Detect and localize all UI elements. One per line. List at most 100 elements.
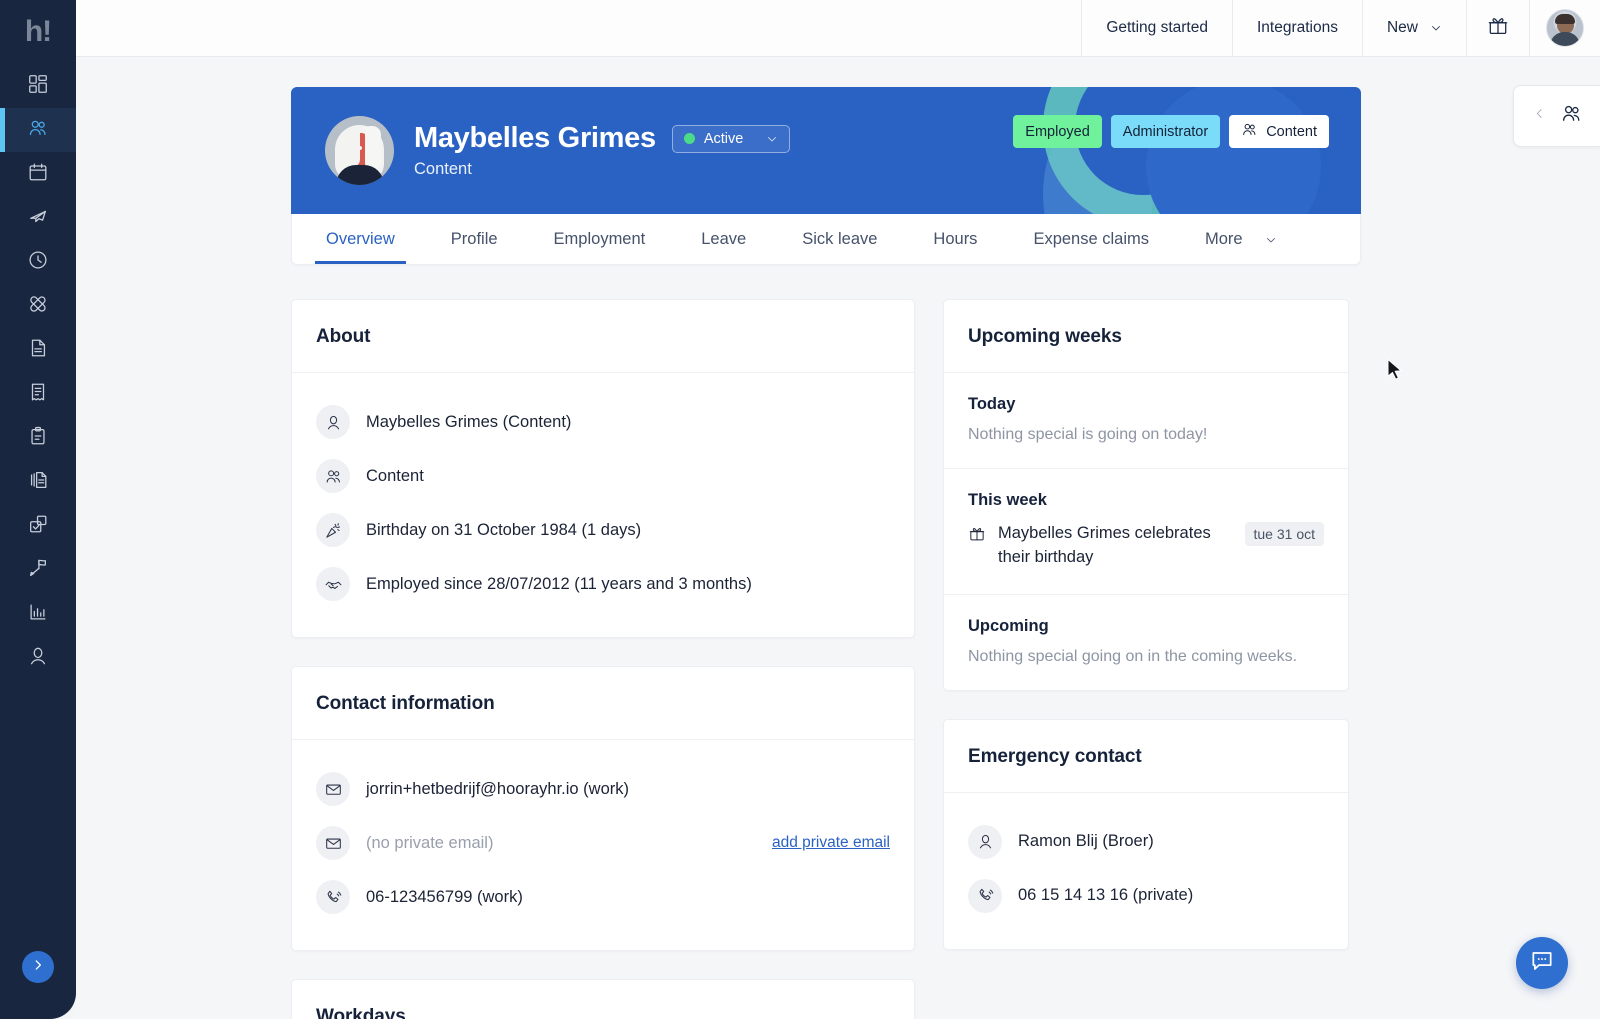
list-item: Maybelles Grimes (Content) [316, 395, 890, 449]
birthday-event-item[interactable]: Maybelles Grimes celebrates their birthd… [968, 522, 1324, 570]
nav-getting-started[interactable]: Getting started [1081, 0, 1232, 56]
sidebar-expand-button[interactable] [22, 951, 54, 983]
tab-employment[interactable]: Employment [554, 214, 646, 264]
person-icon [316, 405, 350, 439]
tab-profile[interactable]: Profile [451, 214, 498, 264]
person-icon [27, 645, 49, 672]
workdays-card: Workdays [291, 979, 915, 1019]
phone-icon [968, 878, 1002, 913]
party-popper-icon [316, 513, 350, 547]
tab-sick-leave[interactable]: Sick leave [802, 214, 877, 264]
mouse-cursor [1386, 358, 1404, 387]
app-logo-text: h! [24, 15, 52, 48]
chevron-left-icon[interactable] [1533, 107, 1546, 125]
envelope-icon [316, 826, 350, 860]
sidebar-item-files[interactable] [0, 460, 76, 504]
tab-label: Hours [933, 230, 978, 248]
app-logo[interactable]: h! [0, 0, 76, 58]
tab-leave[interactable]: Leave [701, 214, 746, 264]
profile-avatar[interactable] [325, 116, 394, 185]
nav-integrations[interactable]: Integrations [1231, 0, 1362, 56]
nav-integrations-label: Integrations [1256, 19, 1338, 36]
nav-new-dropdown[interactable]: New [1361, 0, 1466, 56]
sidebar-item-goals[interactable] [0, 548, 76, 592]
event-date-badge: tue 31 oct [1244, 522, 1324, 546]
bandage-icon [27, 293, 49, 320]
sidebar-item-hours[interactable] [0, 240, 76, 284]
tab-hours[interactable]: Hours [933, 214, 977, 264]
emergency-contact-card: Emergency contact Ramon Blij (Broer) [943, 718, 1349, 950]
upcoming-weeks-card: Upcoming weeks Today Nothing special is … [943, 299, 1349, 691]
list-item: Birthday on 31 October 1984 (1 days) [316, 503, 890, 557]
list-item: (no private email) add private email [316, 816, 890, 870]
chevron-right-icon [31, 958, 45, 977]
sidebar-item-calendar[interactable] [0, 152, 76, 196]
people-icon[interactable] [1560, 102, 1583, 130]
profile-name-block: Maybelles Grimes Active Content [414, 122, 791, 179]
airplane-icon [27, 205, 49, 232]
chat-support-button[interactable] [1516, 937, 1568, 989]
receipt-icon [27, 381, 49, 408]
badge-label: Content [1266, 123, 1317, 140]
today-label: Today [968, 395, 1016, 413]
bar-chart-icon [27, 601, 49, 628]
list-item: 06 15 14 13 16 (private) [968, 869, 1324, 923]
sidebar-item-dashboard[interactable] [0, 64, 76, 108]
upcoming-weeks-header: Upcoming weeks [944, 300, 1348, 373]
sidebar-item-sick-leave[interactable] [0, 284, 76, 328]
sidebar-item-profile[interactable] [0, 636, 76, 680]
upcoming-label: Upcoming [968, 616, 1049, 635]
upcoming-this-week-section: This week Maybelles Grimes celebrates th… [944, 469, 1348, 595]
sidebar-item-leave[interactable] [0, 196, 76, 240]
phone-icon [316, 880, 350, 914]
avatar-eye [356, 146, 362, 150]
list-item: Ramon Blij (Broer) [968, 815, 1324, 869]
badge-label: Employed [1025, 123, 1090, 140]
gift-icon [1487, 15, 1509, 42]
sidebar-item-people[interactable] [0, 108, 76, 152]
employment-status-dropdown[interactable]: Active [671, 124, 791, 153]
workdays-card-header: Workdays [292, 980, 914, 1019]
sidebar-item-expenses[interactable] [0, 372, 76, 416]
sidebar-item-approvals[interactable] [0, 504, 76, 548]
emergency-card-title: Emergency contact [968, 745, 1142, 767]
tab-expense-claims[interactable]: Expense claims [1033, 214, 1149, 264]
status-badge-employed[interactable]: Employed [1013, 115, 1102, 148]
tab-label: Leave [701, 230, 747, 248]
checkbox-icon [27, 513, 49, 540]
sidebar-item-documents[interactable] [0, 328, 76, 372]
handshake-icon [316, 567, 350, 601]
list-item-label: jorrin+hetbedrijf@hoorayhr.io (work) [366, 779, 629, 798]
nav-new-label: New [1386, 19, 1418, 36]
avatar-hair-right [365, 126, 381, 170]
today-message: Nothing special is going on today! [968, 426, 1208, 443]
sidebar-item-reports[interactable] [0, 592, 76, 636]
contact-information-card: Contact information jorrin+hetbedrijf@ho… [291, 666, 915, 951]
list-item-label: Maybelles Grimes (Content) [366, 412, 572, 431]
user-account-button[interactable] [1529, 0, 1600, 56]
status-badge-administrator[interactable]: Administrator [1110, 115, 1221, 148]
chevron-down-icon [1264, 234, 1277, 246]
add-private-email-link[interactable]: add private email [771, 834, 890, 851]
emergency-card-header: Emergency contact [944, 720, 1348, 793]
status-badge-content[interactable]: Content [1229, 115, 1329, 148]
people-icon [1241, 121, 1258, 142]
avatar [1546, 9, 1584, 47]
status-dot-icon [683, 133, 695, 144]
overview-columns: About Maybelles Grimes (Content) [291, 299, 1361, 1019]
tab-overview[interactable]: Overview [315, 214, 406, 264]
whats-new-gift-button[interactable] [1466, 0, 1529, 56]
list-item-label: Employed since 28/07/2012 (11 years and … [366, 574, 752, 593]
calendar-icon [27, 161, 49, 188]
right-side-panel-collapsed[interactable] [1513, 85, 1600, 147]
profile-badges: Employed Administrator Content [1013, 115, 1329, 148]
list-item: 06-123456799 (work) [316, 870, 890, 924]
this-week-label: This week [968, 491, 1047, 509]
list-item-label: (no private email) [366, 833, 494, 852]
page-title: Maybelles Grimes [414, 122, 656, 154]
avatar-body [335, 165, 384, 185]
avatar-hair [1555, 14, 1575, 24]
tab-more[interactable]: More [1205, 214, 1277, 264]
sidebar-item-tasks[interactable] [0, 416, 76, 460]
